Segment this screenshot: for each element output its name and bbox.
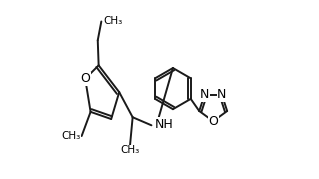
Text: CH₃: CH₃ [120,145,140,155]
Text: O: O [208,115,218,128]
Text: N: N [217,88,226,101]
Text: NH: NH [155,118,174,131]
Text: N: N [200,88,209,101]
Text: CH₃: CH₃ [103,16,122,26]
Text: CH₃: CH₃ [62,131,81,141]
Text: O: O [80,72,90,85]
